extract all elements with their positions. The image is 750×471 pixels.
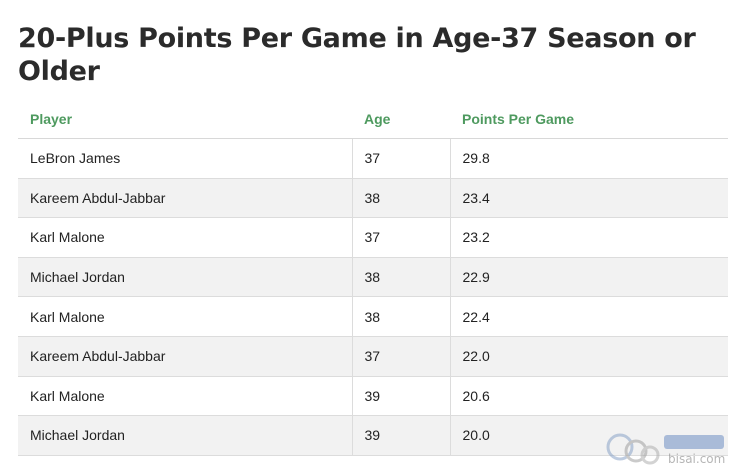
cell-points-per-game: 22.9	[449, 257, 728, 298]
cell-age: 38	[351, 178, 450, 219]
cell-points-per-game: 22.0	[449, 336, 728, 377]
cell-age: 37	[351, 217, 450, 258]
cell-age: 39	[351, 376, 450, 417]
site-watermark-logo: bisai.com	[606, 433, 725, 466]
cell-player: Michael Jordan	[18, 415, 352, 456]
cell-player: Kareem Abdul-Jabbar	[18, 336, 352, 377]
stats-table: Player Age Points Per Game LeBron James 3…	[18, 100, 728, 456]
cell-player: Karl Malone	[18, 376, 352, 417]
cell-age: 38	[351, 257, 450, 298]
table-row: Karl Malone 38 22.4	[18, 296, 728, 337]
column-header-age: Age	[352, 100, 450, 139]
cell-age: 39	[351, 415, 450, 456]
chart-title: 20-Plus Points Per Game in Age-37 Season…	[18, 23, 696, 87]
cell-points-per-game: 23.2	[449, 217, 728, 258]
cell-player: Karl Malone	[18, 217, 352, 258]
cell-points-per-game: 20.6	[449, 376, 728, 417]
table-row: Karl Malone 39 20.6	[18, 376, 728, 417]
cell-points-per-game: 29.8	[449, 138, 728, 179]
cell-player: Michael Jordan	[18, 257, 352, 298]
table-header-row: Player Age Points Per Game	[18, 100, 728, 139]
cell-player: Kareem Abdul-Jabbar	[18, 178, 352, 219]
table-row: Kareem Abdul-Jabbar 38 23.4	[18, 178, 728, 219]
table-row: Kareem Abdul-Jabbar 37 22.0	[18, 336, 728, 377]
column-header-player: Player	[18, 100, 352, 139]
cell-points-per-game: 23.4	[449, 178, 728, 219]
table-row: Michael Jordan 38 22.9	[18, 257, 728, 298]
cell-age: 37	[351, 336, 450, 377]
table-body: LeBron James 37 29.8 Kareem Abdul-Jabbar 38 2…	[18, 138, 728, 456]
cell-age: 38	[351, 296, 450, 337]
table-row: LeBron James 37 29.8	[18, 138, 728, 179]
cell-player: LeBron James	[18, 138, 352, 179]
cell-points-per-game: 20.0	[449, 415, 728, 456]
column-header-points-per-game: Points Per Game	[450, 100, 728, 139]
table-row: Michael Jordan 39 20.0	[18, 415, 728, 456]
cell-age: 37	[351, 138, 450, 179]
cell-points-per-game: 22.4	[449, 296, 728, 337]
table-row: Karl Malone 37 23.2	[18, 217, 728, 258]
cell-player: Karl Malone	[18, 296, 352, 337]
watermark-text: bisai.com	[668, 452, 725, 466]
